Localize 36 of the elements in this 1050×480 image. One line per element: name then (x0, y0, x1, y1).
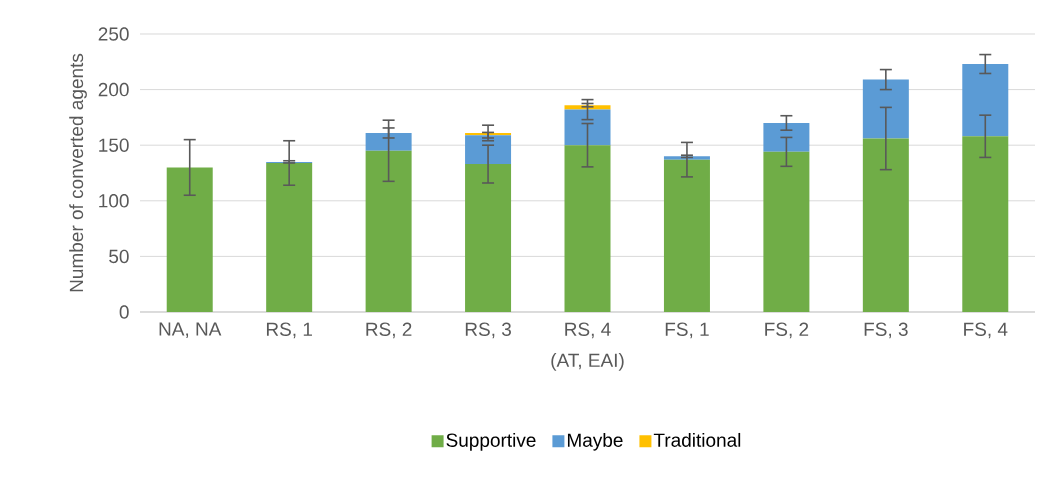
x-tick-label: NA, NA (159, 322, 222, 339)
legend-label: Supportive (446, 432, 536, 451)
y-tick-label: 50 (109, 249, 129, 264)
y-tick-label: 150 (99, 138, 129, 152)
x-tick-label: FS, 2 (765, 322, 809, 339)
bar (862, 79, 909, 139)
bar (962, 64, 1009, 137)
bar (465, 164, 512, 312)
bar (962, 136, 1009, 312)
y-tick-label: 100 (99, 194, 129, 208)
bar (564, 109, 611, 146)
x-axis-title: (AT, EAI) (551, 353, 624, 371)
y-axis-title: Number of converted agents (69, 53, 87, 292)
bar (365, 150, 412, 312)
bar (266, 162, 313, 312)
x-tick-label: RS, 4 (565, 322, 611, 339)
bar (465, 135, 512, 165)
bar (763, 151, 810, 312)
x-tick-label: RS, 1 (266, 322, 312, 339)
bar (663, 159, 710, 312)
y-tick-label: 200 (98, 82, 129, 97)
x-tick-label: RS, 3 (465, 322, 511, 339)
bar (166, 167, 213, 312)
bar (763, 122, 810, 152)
bar (365, 132, 412, 151)
legend-label: Traditional (653, 432, 741, 447)
x-tick-label: FS, 1 (665, 322, 709, 339)
x-tick-label: FS, 3 (864, 322, 908, 339)
x-tick-label: RS, 2 (366, 322, 412, 339)
bar (564, 145, 611, 312)
x-tick-label: FS, 4 (964, 322, 1008, 339)
bar (862, 138, 909, 312)
legend-label: Maybe (567, 432, 623, 451)
y-tick-label: 0 (119, 305, 129, 319)
y-tick-label: 250 (98, 27, 129, 41)
bar (663, 156, 710, 160)
